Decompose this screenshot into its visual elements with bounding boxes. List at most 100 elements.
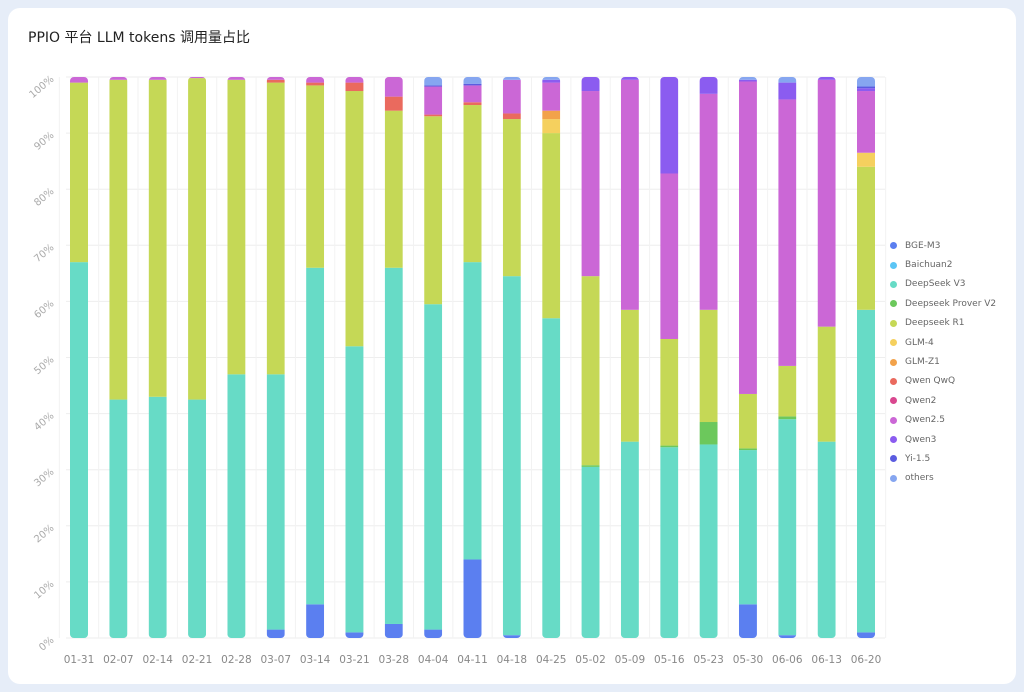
bar-segment-deepseek-r1[interactable] xyxy=(424,116,443,305)
bar-segment-bge-m3[interactable] xyxy=(738,604,757,638)
bar-segment-deepseek-prover-v2[interactable] xyxy=(738,448,757,451)
bar-segment-qwen3[interactable] xyxy=(817,77,836,80)
bar-segment-qwen3[interactable] xyxy=(699,77,718,94)
bar-segment-qwen3[interactable] xyxy=(857,88,875,92)
bar-segment-deepseek-r1[interactable] xyxy=(738,393,757,449)
bar-segment-deepseek-v3[interactable] xyxy=(778,419,797,636)
legend-item[interactable]: Qwen2.5 xyxy=(890,411,996,430)
bar-segment-deepseek-r1[interactable] xyxy=(502,119,521,277)
bar-segment-deepseek-prover-v2[interactable] xyxy=(660,445,679,448)
bar-segment-deepseek-r1[interactable] xyxy=(778,365,797,417)
bar-segment-others[interactable] xyxy=(424,77,443,86)
bar-segment-deepseek-v3[interactable] xyxy=(306,267,325,605)
bar-segment-qwen2-5[interactable] xyxy=(384,77,403,97)
bar-segment-deepseek-r1[interactable] xyxy=(581,276,600,466)
bar-segment-deepseek-v3[interactable] xyxy=(109,399,128,638)
bar-segment-bge-m3[interactable] xyxy=(306,604,325,638)
bar-segment-yi-1-5[interactable] xyxy=(424,85,443,87)
bar-segment-deepseek-v3[interactable] xyxy=(266,374,285,630)
bar-segment-qwen3[interactable] xyxy=(778,82,797,100)
bar-segment-deepseek-r1[interactable] xyxy=(266,82,285,375)
bar-segment-deepseek-r1[interactable] xyxy=(227,79,246,375)
bar-segment-deepseek-v3[interactable] xyxy=(699,444,718,638)
bar-segment-glm-4[interactable] xyxy=(542,119,561,134)
bar-segment-others[interactable] xyxy=(738,77,757,80)
bar-segment-qwen2-5[interactable] xyxy=(778,99,797,366)
bar-segment-deepseek-v3[interactable] xyxy=(148,396,167,638)
bar-segment-deepseek-r1[interactable] xyxy=(384,110,403,268)
bar-segment-bge-m3[interactable] xyxy=(857,632,875,638)
bar-segment-qwen2-5[interactable] xyxy=(266,77,285,80)
bar-segment-qwen2-5[interactable] xyxy=(424,86,443,115)
bar-segment-yi-1-5[interactable] xyxy=(463,83,482,86)
bar-segment-qwen-qwq[interactable] xyxy=(306,82,325,86)
bar-segment-qwen3[interactable] xyxy=(620,77,639,80)
bar-segment-deepseek-prover-v2[interactable] xyxy=(581,465,600,467)
bar-segment-qwen2-5[interactable] xyxy=(542,82,561,111)
legend-item[interactable]: GLM-Z1 xyxy=(890,352,996,371)
bar-segment-deepseek-v3[interactable] xyxy=(70,262,88,638)
legend-item[interactable]: others xyxy=(890,469,996,488)
bar-segment-others[interactable] xyxy=(857,77,875,87)
legend-item[interactable]: Baichuan2 xyxy=(890,255,996,274)
bar-segment-deepseek-v3[interactable] xyxy=(817,441,836,638)
bar-segment-deepseek-r1[interactable] xyxy=(463,105,482,263)
bar-segment-deepseek-v3[interactable] xyxy=(542,318,561,638)
bar-segment-deepseek-r1[interactable] xyxy=(620,309,639,442)
legend-item[interactable]: Yi-1.5 xyxy=(890,449,996,468)
bar-segment-deepseek-r1[interactable] xyxy=(148,79,167,397)
bar-segment-deepseek-prover-v2[interactable] xyxy=(699,422,718,445)
bar-segment-qwen2-5[interactable] xyxy=(581,91,600,277)
bar-segment-bge-m3[interactable] xyxy=(345,632,364,638)
bar-segment-bge-m3[interactable] xyxy=(502,635,521,638)
bar-segment-qwen2-5[interactable] xyxy=(345,77,364,83)
bar-segment-qwen2-5[interactable] xyxy=(70,77,88,83)
bar-segment-deepseek-prover-v2[interactable] xyxy=(778,416,797,420)
bar-segment-deepseek-v3[interactable] xyxy=(424,304,443,630)
bar-segment-deepseek-v3[interactable] xyxy=(463,262,482,560)
bar-segment-qwen-qwq[interactable] xyxy=(424,114,443,117)
bar-segment-qwen2-5[interactable] xyxy=(738,81,757,394)
legend-item[interactable]: GLM-4 xyxy=(890,333,996,352)
legend-item[interactable]: DeepSeek V3 xyxy=(890,275,996,294)
legend-item[interactable]: Deepseek Prover V2 xyxy=(890,294,996,313)
bar-segment-glm-z1[interactable] xyxy=(542,110,561,120)
bar-segment-deepseek-r1[interactable] xyxy=(188,78,207,400)
bar-segment-deepseek-r1[interactable] xyxy=(857,166,875,310)
bar-segment-qwen2-5[interactable] xyxy=(227,77,246,80)
bar-segment-deepseek-v3[interactable] xyxy=(227,374,246,638)
bar-segment-deepseek-r1[interactable] xyxy=(345,91,364,347)
bar-segment-deepseek-r1[interactable] xyxy=(70,82,88,263)
bar-segment-deepseek-v3[interactable] xyxy=(502,276,521,636)
bar-segment-qwen-qwq[interactable] xyxy=(384,96,403,111)
bar-segment-qwen2-5[interactable] xyxy=(817,79,836,327)
bar-segment-qwen3[interactable] xyxy=(542,79,561,83)
bar-segment-deepseek-r1[interactable] xyxy=(542,133,561,319)
bar-segment-deepseek-v3[interactable] xyxy=(620,441,639,638)
legend-item[interactable]: Qwen2 xyxy=(890,391,996,410)
legend-item[interactable]: BGE-M3 xyxy=(890,236,996,255)
bar-segment-qwen-qwq[interactable] xyxy=(463,102,482,106)
bar-segment-deepseek-r1[interactable] xyxy=(306,85,325,268)
bar-segment-qwen-qwq[interactable] xyxy=(345,82,364,92)
bar-segment-deepseek-r1[interactable] xyxy=(660,338,679,446)
legend-item[interactable]: Qwen QwQ xyxy=(890,372,996,391)
bar-segment-qwen3[interactable] xyxy=(660,77,679,174)
bar-segment-qwen3[interactable] xyxy=(581,77,600,92)
bar-segment-qwen2-5[interactable] xyxy=(660,173,679,339)
bar-segment-deepseek-r1[interactable] xyxy=(699,309,718,423)
bar-segment-deepseek-v3[interactable] xyxy=(384,267,403,624)
legend-item[interactable]: Deepseek R1 xyxy=(890,314,996,333)
bar-segment-qwen3[interactable] xyxy=(738,79,757,82)
bar-segment-qwen2-5[interactable] xyxy=(188,77,207,79)
bar-segment-qwen2-5[interactable] xyxy=(699,93,718,310)
bar-segment-bge-m3[interactable] xyxy=(384,623,403,638)
bar-segment-qwen2-5[interactable] xyxy=(306,77,325,83)
bar-segment-deepseek-v3[interactable] xyxy=(345,346,364,633)
bar-segment-others[interactable] xyxy=(502,77,521,80)
bar-segment-deepseek-r1[interactable] xyxy=(109,79,128,400)
bar-segment-deepseek-v3[interactable] xyxy=(188,399,207,638)
bar-segment-qwen2-5[interactable] xyxy=(857,91,875,153)
bar-segment-glm-4[interactable] xyxy=(857,152,875,167)
bar-segment-yi-1-5[interactable] xyxy=(857,86,875,89)
